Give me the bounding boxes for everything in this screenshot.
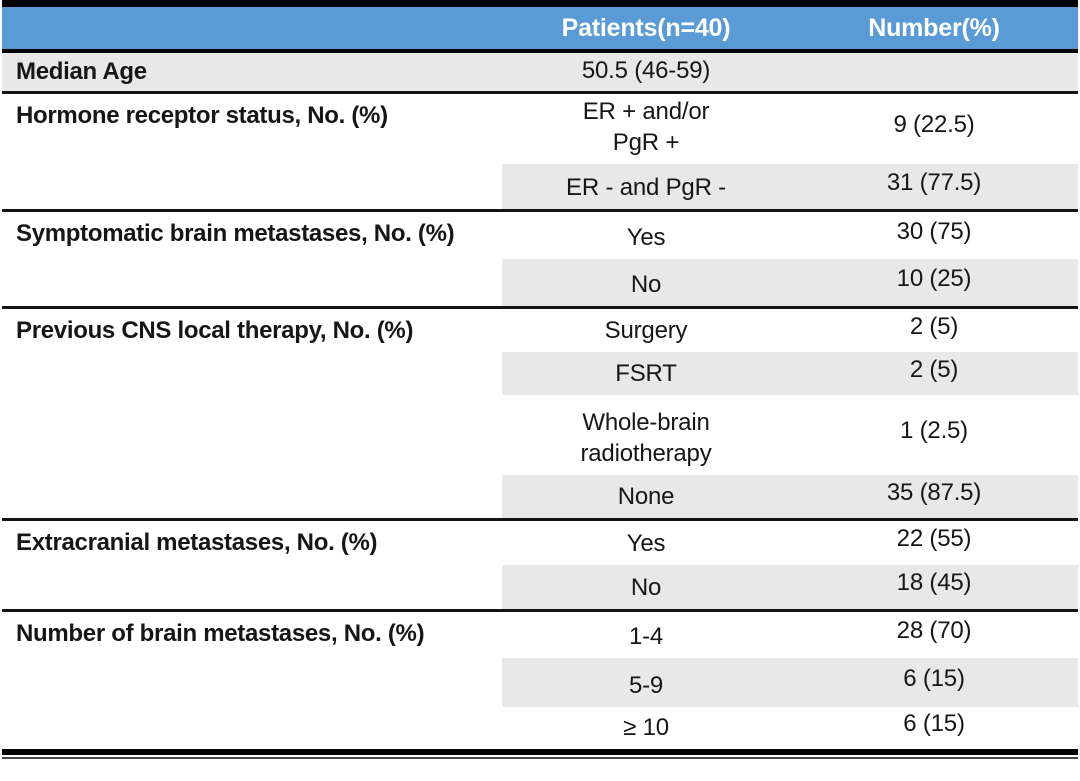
category-value: ER + and/or PgR + bbox=[582, 97, 710, 156]
count-value: 2 (5) bbox=[909, 355, 959, 383]
section-symptomatic-brain-metastases: Symptomatic brain metastases, No. (%) Ye… bbox=[2, 212, 1078, 309]
category-value: Yes bbox=[626, 223, 666, 251]
category-value: None bbox=[617, 482, 675, 510]
table-row: ≥ 10 6 (15) bbox=[502, 707, 1078, 749]
table-row: No 10 (25) bbox=[502, 259, 1078, 306]
count-value: 30 (75) bbox=[896, 217, 972, 245]
category-value: 1-4 bbox=[628, 622, 664, 650]
category-value: No bbox=[630, 270, 662, 298]
row-median-age: Median Age 50.5 (46-59) bbox=[2, 53, 1078, 94]
row-label-median-age: Median Age bbox=[16, 58, 147, 86]
category-value: Surgery bbox=[604, 316, 688, 344]
table-row: Whole-brain radiotherapy 1 (2.5) bbox=[502, 395, 1078, 475]
count-value: 35 (87.5) bbox=[886, 478, 982, 506]
count-value: 22 (55) bbox=[896, 525, 972, 552]
table-bottom-border bbox=[2, 749, 1078, 759]
table-row: No 18 (45) bbox=[502, 565, 1078, 609]
count-value: 9 (22.5) bbox=[893, 111, 975, 138]
count-value: 1 (2.5) bbox=[900, 417, 968, 444]
count-value: 6 (15) bbox=[903, 710, 965, 737]
section-hormone-receptor-status: Hormone receptor status, No. (%) ER + an… bbox=[2, 94, 1078, 212]
median-age-value: 50.5 (46-59) bbox=[581, 56, 711, 84]
count-value: 2 (5) bbox=[909, 312, 959, 340]
count-value: 28 (70) bbox=[896, 617, 972, 644]
category-value: No bbox=[630, 573, 662, 601]
category-value: ≥ 10 bbox=[623, 713, 669, 741]
table-row: FSRT 2 (5) bbox=[502, 352, 1078, 395]
count-value: 10 (25) bbox=[896, 264, 972, 292]
table-row: None 35 (87.5) bbox=[502, 475, 1078, 518]
table-top-border bbox=[2, 0, 1078, 7]
category-value: Yes bbox=[626, 529, 666, 557]
table-row: 1-4 28 (70) bbox=[502, 612, 1078, 658]
header-patients-column: Patients(n=40) bbox=[561, 13, 731, 42]
count-value: 31 (77.5) bbox=[886, 168, 982, 196]
header-number-column: Number(%) bbox=[868, 13, 1000, 42]
table-row: Yes 30 (75) bbox=[502, 212, 1078, 259]
median-age-number bbox=[790, 53, 1078, 91]
category-value: Whole-brain radiotherapy bbox=[580, 408, 712, 467]
category-value: ER - and PgR - bbox=[566, 173, 726, 201]
header-empty-cell bbox=[2, 7, 502, 49]
table-row: Yes 22 (55) bbox=[502, 521, 1078, 565]
table-header-row: Patients(n=40) Number(%) bbox=[2, 7, 1078, 53]
section-label-hormone-receptor: Hormone receptor status, No. (%) bbox=[2, 94, 502, 209]
count-value: 18 (45) bbox=[896, 569, 972, 596]
section-label-number-brain-mets: Number of brain metastases, No. (%) bbox=[2, 612, 502, 749]
table-row: ER - and PgR - 31 (77.5) bbox=[502, 164, 1078, 209]
section-label-extracranial: Extracranial metastases, No. (%) bbox=[2, 521, 502, 609]
section-previous-cns-local-therapy: Previous CNS local therapy, No. (%) Surg… bbox=[2, 309, 1078, 521]
section-extracranial-metastases: Extracranial metastases, No. (%) Yes 22 … bbox=[2, 521, 1078, 612]
count-value: 6 (15) bbox=[903, 664, 965, 692]
category-value: 5-9 bbox=[628, 671, 664, 699]
table-row: ER + and/or PgR + 9 (22.5) bbox=[502, 94, 1078, 164]
table-row: Surgery 2 (5) bbox=[502, 309, 1078, 352]
section-label-symptomatic: Symptomatic brain metastases, No. (%) bbox=[2, 212, 502, 306]
table-row: 5-9 6 (15) bbox=[502, 658, 1078, 707]
section-number-of-brain-metastases: Number of brain metastases, No. (%) 1-4 … bbox=[2, 612, 1078, 749]
category-value: FSRT bbox=[615, 359, 677, 387]
section-label-previous-cns: Previous CNS local therapy, No. (%) bbox=[2, 309, 502, 518]
